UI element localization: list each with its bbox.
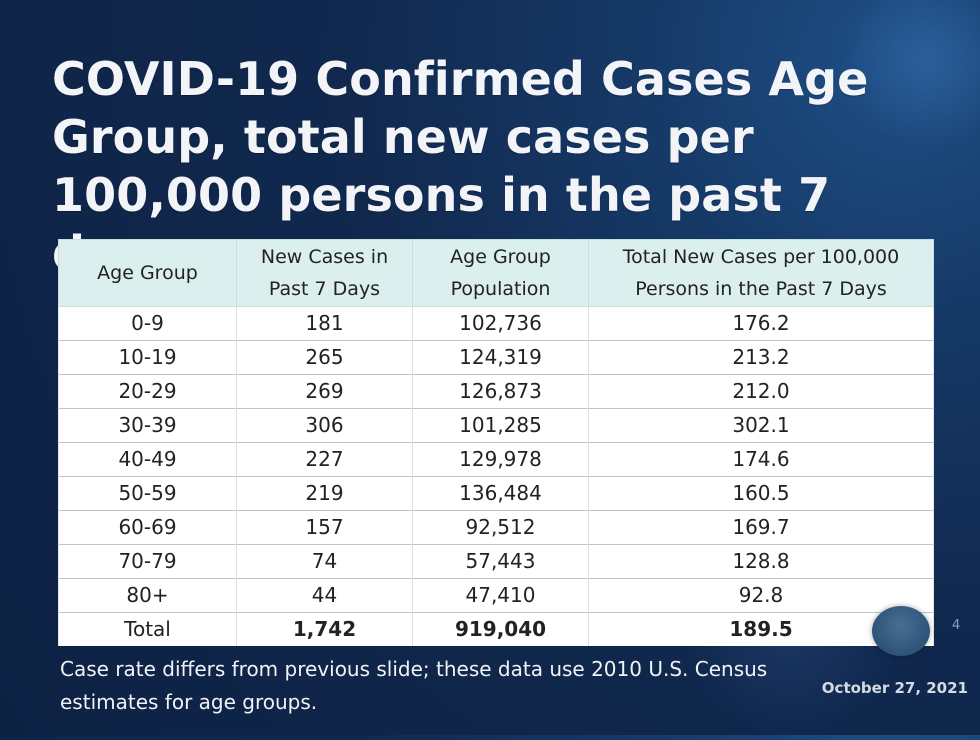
cell-new-cases: 157: [236, 510, 413, 545]
cell-population: 101,285: [412, 408, 589, 443]
header-rate-line2: Persons in the Past 7 Days: [635, 278, 887, 300]
table-row: 30-39 306 101,285 302.1: [58, 408, 934, 443]
cell-total-label: Total: [58, 612, 237, 646]
header-new-cases-line1: New Cases in: [260, 246, 389, 268]
cell-age-group: 80+: [58, 578, 237, 613]
table-header-row: Age Group New Cases in Past 7 Days Age G…: [58, 239, 934, 307]
cell-population: 57,443: [412, 544, 589, 579]
slide-date: October 27, 2021: [821, 679, 968, 697]
cell-rate: 302.1: [588, 408, 934, 443]
table-row: 60-69 157 92,512 169.7: [58, 510, 934, 545]
cell-population: 102,736: [412, 306, 589, 341]
cell-new-cases: 74: [236, 544, 413, 579]
table-total-row: Total 1,742 919,040 189.5: [58, 612, 934, 646]
cell-population: 47,410: [412, 578, 589, 613]
cell-age-group: 10-19: [58, 340, 237, 375]
header-new-cases: New Cases in Past 7 Days: [236, 239, 413, 307]
table-row: 20-29 269 126,873 212.0: [58, 374, 934, 409]
cell-new-cases: 306: [236, 408, 413, 443]
footnote: Case rate differs from previous slide; t…: [60, 657, 768, 714]
header-rate: Total New Cases per 100,000 Persons in t…: [588, 239, 934, 307]
cell-new-cases: 219: [236, 476, 413, 511]
cell-new-cases: 181: [236, 306, 413, 341]
table-row: 0-9 181 102,736 176.2: [58, 306, 934, 341]
cell-rate: 176.2: [588, 306, 934, 341]
cell-age-group: 50-59: [58, 476, 237, 511]
cases-table: Age Group New Cases in Past 7 Days Age G…: [58, 239, 934, 646]
cell-age-group: 30-39: [58, 408, 237, 443]
cell-rate: 213.2: [588, 340, 934, 375]
header-population-line2: Population: [450, 278, 551, 300]
cell-population: 136,484: [412, 476, 589, 511]
cell-rate: 160.5: [588, 476, 934, 511]
cell-age-group: 60-69: [58, 510, 237, 545]
cell-population: 129,978: [412, 442, 589, 477]
cell-new-cases: 269: [236, 374, 413, 409]
cell-age-group: 0-9: [58, 306, 237, 341]
table-row: 50-59 219 136,484 160.5: [58, 476, 934, 511]
cell-rate: 174.6: [588, 442, 934, 477]
cell-population: 124,319: [412, 340, 589, 375]
cell-new-cases: 227: [236, 442, 413, 477]
cell-new-cases: 44: [236, 578, 413, 613]
cell-rate: 212.0: [588, 374, 934, 409]
table-row: 70-79 74 57,443 128.8: [58, 544, 934, 579]
table-row: 40-49 227 129,978 174.6: [58, 442, 934, 477]
cell-total-cases: 1,742: [236, 612, 413, 646]
seal-icon: [872, 606, 930, 656]
cell-age-group: 40-49: [58, 442, 237, 477]
table-row: 10-19 265 124,319 213.2: [58, 340, 934, 375]
cell-rate: 128.8: [588, 544, 934, 579]
cell-age-group: 20-29: [58, 374, 237, 409]
cell-age-group: 70-79: [58, 544, 237, 579]
header-new-cases-line2: Past 7 Days: [268, 278, 381, 300]
header-rate-line1: Total New Cases per 100,000: [622, 246, 900, 268]
seal-logo: [872, 592, 936, 662]
cell-population: 92,512: [412, 510, 589, 545]
header-population-line1: Age Group: [450, 246, 551, 268]
header-population: Age Group Population: [412, 239, 589, 307]
table-row: 80+ 44 47,410 92.8: [58, 578, 934, 613]
cell-rate: 92.8: [588, 578, 934, 613]
cell-population: 126,873: [412, 374, 589, 409]
cell-new-cases: 265: [236, 340, 413, 375]
cases-table-container: Age Group New Cases in Past 7 Days Age G…: [58, 239, 934, 646]
cell-total-population: 919,040: [412, 612, 589, 646]
header-age-group: Age Group: [58, 239, 237, 307]
cell-rate: 169.7: [588, 510, 934, 545]
page-number: 4: [952, 618, 961, 633]
